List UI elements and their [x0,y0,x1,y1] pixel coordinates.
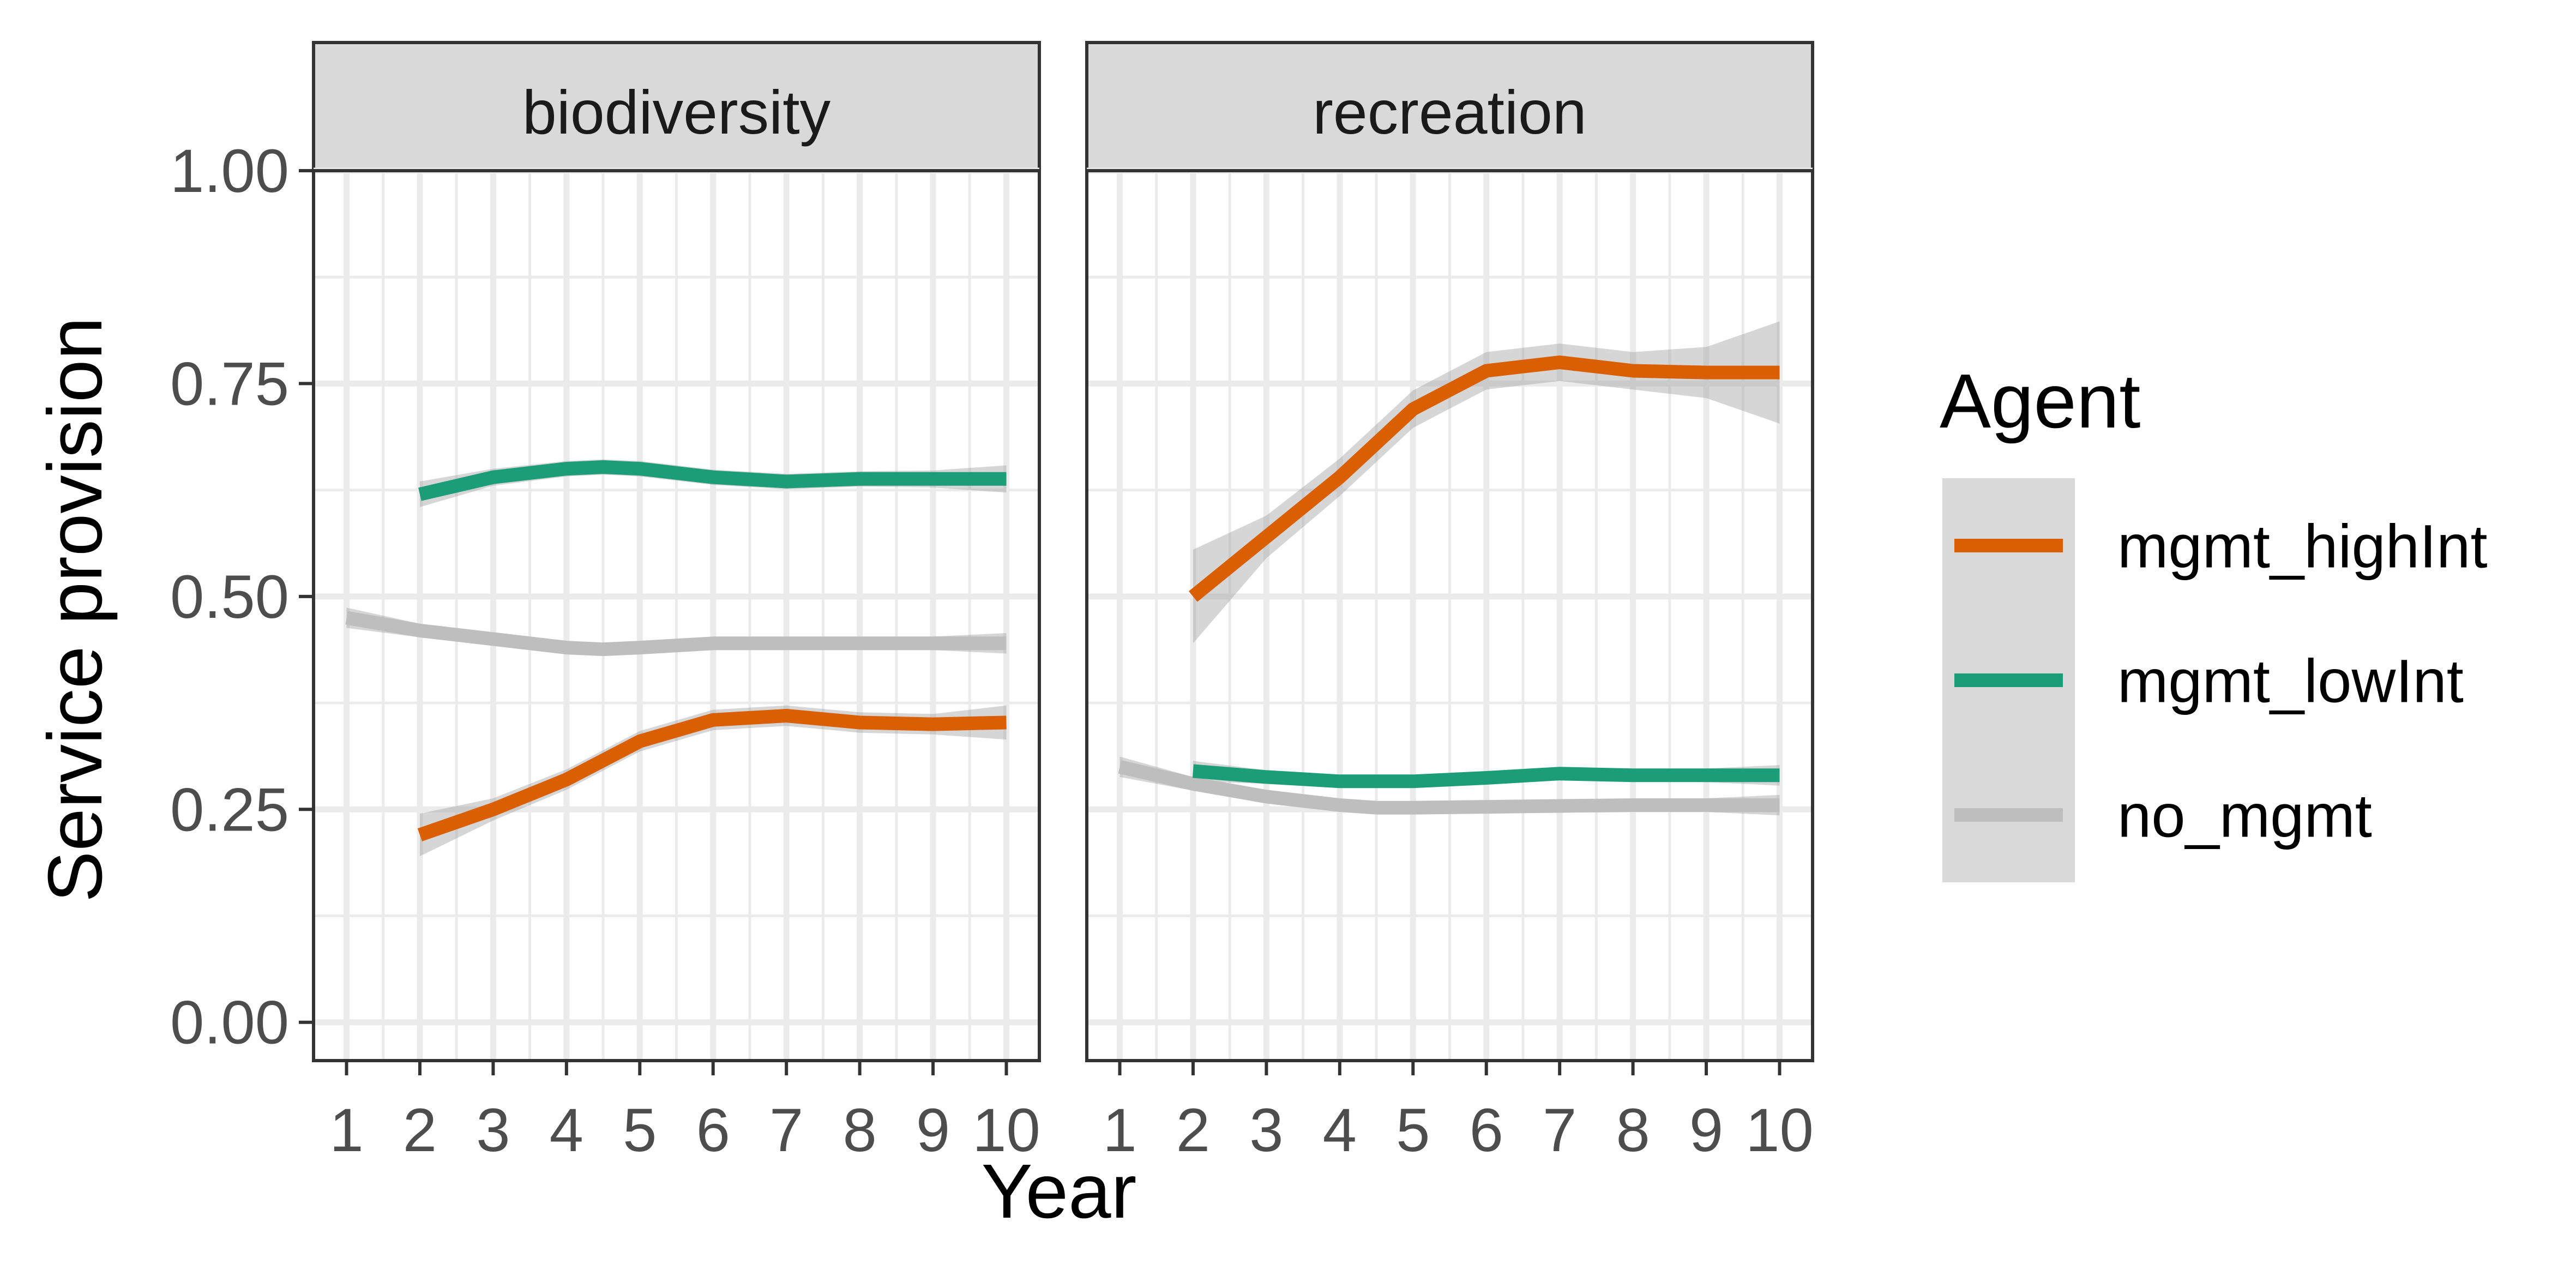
legend-item-label: mgmt_highInt [2117,513,2488,581]
x-axes: 1 2 3 4 5 6 7 8 9 10 1 2 3 4 5 6 7 8 9 10 [329,1061,1814,1164]
y-axis: 0.00 0.25 0.50 0.75 1.00 [170,137,314,1057]
x-tick-label: 5 [623,1096,657,1164]
x-tick-label: 8 [842,1096,876,1164]
panel-border [312,169,1041,1062]
grid-lines [314,167,1039,1061]
x-tick-label: 2 [1176,1096,1210,1164]
facet-panel-biodiversity: biodiversity [312,41,1041,1062]
facet-strip-label: biodiversity [522,78,831,147]
series-line-no_mgmt [345,611,1007,657]
x-tick-label: 8 [1616,1096,1650,1164]
series-line-mgmt_lowInt [1192,764,1780,789]
series-line-mgmt_highInt [417,709,1007,841]
panel-border [1085,169,1814,1062]
confidence-ribbon-mgmt_highInt [1193,321,1780,643]
x-tick-label: 6 [1470,1096,1503,1164]
x-tick-label: 5 [1396,1096,1430,1164]
series-line-mgmt_highInt [1189,355,1780,602]
legend-item-no_mgmt: no_mgmt [1954,782,2372,850]
series-layer [1118,321,1780,816]
facet-panel-recreation: recreation [1085,41,1814,1062]
y-tick-label: 0.75 [170,350,289,418]
legend-item-mgmt_lowInt: mgmt_lowInt [1954,647,2464,715]
x-tick-label: 10 [972,1096,1040,1164]
y-tick-label: 0.50 [170,563,289,631]
y-tick-label: 0.00 [170,989,289,1057]
x-tick-label: 1 [1103,1096,1136,1164]
facet-strip-background [312,41,1041,172]
series-line-mgmt_lowInt [418,460,1007,501]
x-axis-biodiversity: 1 2 3 4 5 6 7 8 9 10 [329,1061,1040,1164]
series-layer [345,459,1007,857]
x-tick-label: 1 [329,1096,363,1164]
y-tick-label: 0.25 [170,775,289,844]
x-tick-label: 4 [1323,1096,1357,1164]
x-tick-label: 6 [696,1096,730,1164]
x-axis-title: Year [982,1148,1137,1234]
y-axis-title: Service provision [32,317,118,902]
x-tick-label: 2 [403,1096,437,1164]
legend-item-label: mgmt_lowInt [2117,647,2464,715]
x-tick-label: 3 [476,1096,510,1164]
y-tick-label: 1.00 [170,137,289,205]
x-tick-label: 10 [1746,1096,1814,1164]
legend-title: Agent [1940,358,2140,444]
series-line-no_mgmt [1118,760,1780,815]
x-tick-label: 3 [1249,1096,1283,1164]
x-tick-label: 7 [769,1096,803,1164]
facet-strip-background [1085,41,1814,172]
facet-panels: biodiversity recreation [312,41,1814,1062]
facet-strip-label: recreation [1313,78,1587,147]
x-tick-label: 9 [916,1096,950,1164]
x-tick-label: 4 [550,1096,583,1164]
legend-item-mgmt_highInt: mgmt_highInt [1954,513,2488,581]
legend-item-label: no_mgmt [2117,782,2372,850]
x-tick-label: 9 [1689,1096,1723,1164]
x-axis-recreation: 1 2 3 4 5 6 7 8 9 10 [1103,1061,1814,1164]
x-tick-label: 7 [1543,1096,1576,1164]
legend: Agent mgmt_highInt mgmt_lowInt no_mgmt [1940,358,2488,882]
